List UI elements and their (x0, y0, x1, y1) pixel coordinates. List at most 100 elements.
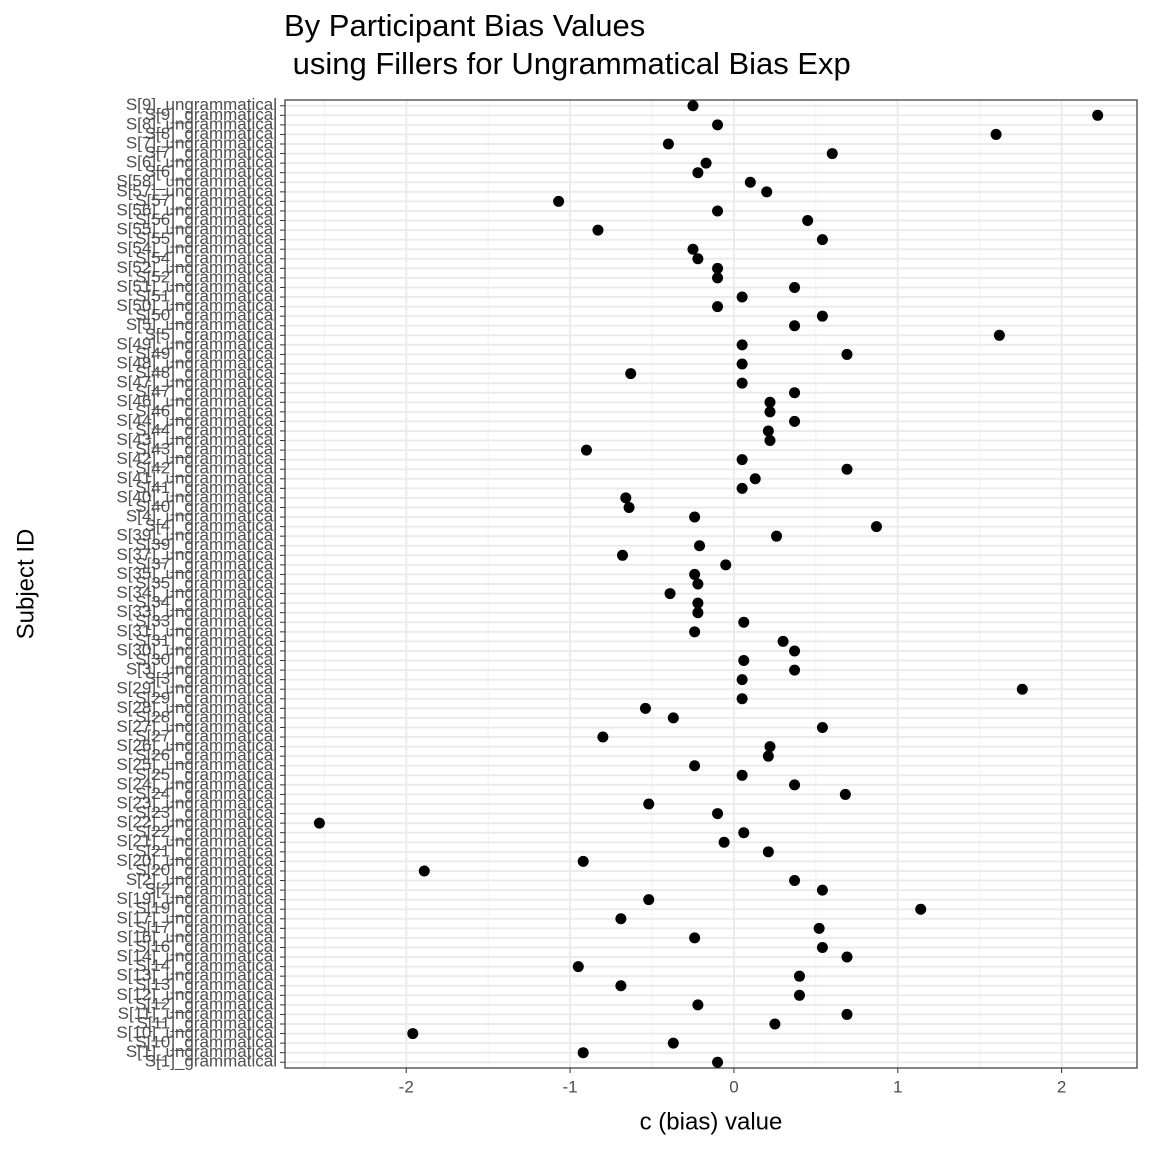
point (692, 578, 704, 590)
y-tick-label: S[4]_ungrammatical (126, 507, 277, 526)
point (744, 176, 756, 188)
y-tick-label: S[56]_grammatical (135, 210, 277, 229)
point (789, 779, 801, 791)
y-tick-label: S[57]_grammatical (135, 191, 277, 210)
x-tick-label: 1 (893, 1077, 902, 1096)
y-tick-label: S[22]_grammatical (135, 822, 277, 841)
y-tick-label: S[9]_grammatical (145, 105, 277, 124)
point (667, 1037, 679, 1049)
point (553, 195, 565, 207)
point (736, 339, 748, 351)
point (643, 798, 655, 810)
point (667, 712, 679, 724)
point (764, 396, 776, 408)
y-tick-label: S[48]_ungrammatical (116, 353, 277, 372)
point (816, 721, 828, 733)
y-tick-label: S[7]_ungrammatical (126, 133, 277, 152)
y-tick-label: S[21]_ungrammatical (116, 832, 277, 851)
y-tick-label: S[34]_grammatical (135, 593, 277, 612)
point (615, 913, 627, 925)
y-tick-label: S[25]_ungrammatical (116, 755, 277, 774)
point (789, 664, 801, 676)
y-tick-label: S[37]_grammatical (135, 554, 277, 573)
point (839, 788, 851, 800)
y-tick-label: S[17]_ungrammatical (116, 908, 277, 927)
point (990, 128, 1002, 140)
point (769, 1018, 781, 1030)
x-tick-label: 2 (1057, 1077, 1066, 1096)
y-tick-label: S[23]_grammatical (135, 803, 277, 822)
point (592, 224, 604, 236)
point (712, 301, 724, 313)
point (625, 368, 637, 380)
x-axis-label: c (bias) value (640, 1108, 783, 1135)
point (736, 693, 748, 705)
point (789, 645, 801, 657)
y-tick-label: S[27]_ungrammatical (116, 717, 277, 736)
point (816, 884, 828, 896)
point (771, 530, 783, 542)
y-tick-label: S[52]_grammatical (135, 267, 277, 286)
y-tick-label: S[1]_grammatical (145, 1052, 277, 1071)
point (789, 387, 801, 399)
y-tick-label: S[28]_grammatical (135, 707, 277, 726)
point (712, 205, 724, 217)
point (764, 406, 776, 418)
y-tick-label: S[55]_grammatical (135, 229, 277, 248)
y-tick-label: S[16]_ungrammatical (116, 927, 277, 946)
point (841, 951, 853, 963)
y-tick-label: S[39]_ungrammatical (116, 526, 277, 545)
point (662, 138, 674, 150)
y-tick-label: S[14]_ungrammatical (116, 947, 277, 966)
chart-title: using Fillers for Ungrammatical Bias Exp (284, 46, 851, 81)
chart-title: By Participant Bias Values (284, 8, 645, 43)
y-tick-label: S[47]_grammatical (135, 382, 277, 401)
y-tick-label: S[7]_grammatical (145, 143, 277, 162)
y-tick-label: S[52]_ungrammatical (116, 258, 277, 277)
y-tick-label: S[22]_ungrammatical (116, 813, 277, 832)
y-tick-label: S[41]_ungrammatical (116, 468, 277, 487)
y-tick-label: S[11]_ungrammatical (118, 1004, 277, 1023)
x-tick-label: -1 (563, 1077, 578, 1096)
point (993, 329, 1005, 341)
y-tick-label: S[24]_ungrammatical (116, 774, 277, 793)
y-tick-label: S[1]_ungrammatical (126, 1042, 277, 1061)
point (687, 100, 699, 112)
y-tick-label: S[28]_ungrammatical (116, 698, 277, 717)
point (826, 148, 838, 160)
point (597, 731, 609, 743)
y-tick-label: S[48]_grammatical (135, 363, 277, 382)
point (764, 435, 776, 447)
y-tick-label: S[19]_grammatical (135, 899, 277, 918)
y-tick-label: S[4]_grammatical (145, 516, 277, 535)
y-tick-label: S[54]_grammatical (135, 248, 277, 267)
y-tick-label: S[51]_ungrammatical (116, 277, 277, 296)
y-tick-label: S[3]_grammatical (145, 669, 277, 688)
y-tick-label: S[10]_ungrammatical (116, 1023, 277, 1042)
point (689, 511, 701, 523)
y-tick-label: S[33]_ungrammatical (116, 602, 277, 621)
y-tick-label: S[41]_grammatical (135, 478, 277, 497)
y-tick-label: S[37]_ungrammatical (116, 545, 277, 564)
point (749, 473, 761, 485)
y-tick-label: S[50]_grammatical (135, 306, 277, 325)
point (793, 970, 805, 982)
point (761, 186, 773, 198)
point (789, 320, 801, 332)
y-tick-label: S[13]_ungrammatical (116, 966, 277, 985)
point (1016, 683, 1028, 695)
point (692, 253, 704, 265)
point (816, 941, 828, 953)
point (841, 1008, 853, 1020)
point (689, 626, 701, 638)
x-tick-label: 0 (729, 1077, 738, 1096)
y-tick-label: S[44]_grammatical (135, 420, 277, 439)
point (762, 425, 774, 437)
y-tick-label: S[23]_ungrammatical (116, 793, 277, 812)
point (793, 989, 805, 1001)
y-tick-label: S[26]_grammatical (135, 746, 277, 765)
point (736, 291, 748, 303)
point (915, 903, 927, 915)
point (689, 568, 701, 580)
y-tick-label: S[43]_grammatical (135, 440, 277, 459)
